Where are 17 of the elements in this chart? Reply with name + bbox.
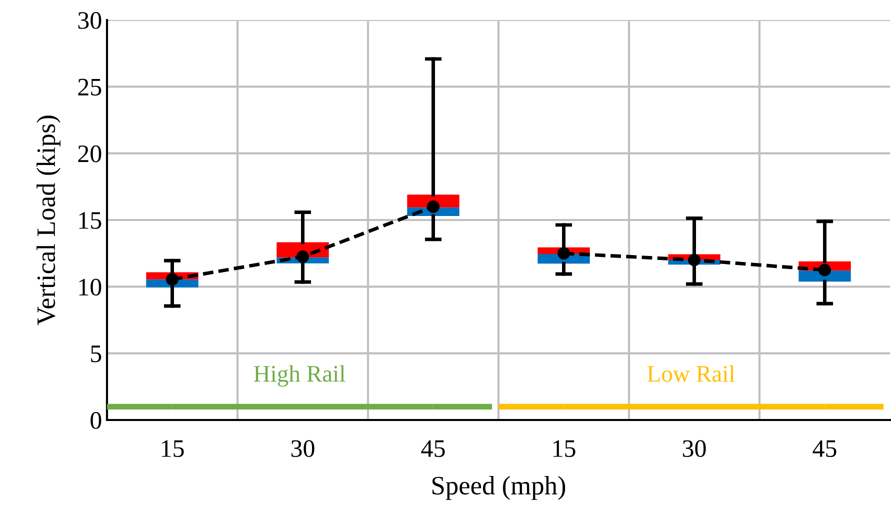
x-tick-label: 30: [682, 440, 706, 458]
y-tick-label: 0: [90, 412, 102, 429]
y-tick-label: 20: [78, 145, 102, 162]
y-tick-label: 10: [79, 278, 102, 296]
x-tick-label: 30: [291, 440, 314, 458]
y-tick-label: 5: [91, 346, 102, 362]
x-tick-label: 45: [812, 440, 836, 458]
y-tick-label: 15: [79, 212, 102, 229]
x-tick-label: 15: [162, 440, 184, 458]
y-tick-label: 25: [78, 78, 102, 96]
x-tick-label: 15: [553, 440, 576, 458]
x-tick-label: 45: [421, 440, 445, 458]
series-label: High Rail: [254, 365, 346, 387]
y-tick-label: 30: [78, 12, 102, 29]
y-axis-title: Vertical Load (kips): [36, 116, 60, 326]
x-axis-title: Speed (mph): [432, 476, 566, 500]
series-label: Low Rail: [647, 365, 735, 382]
